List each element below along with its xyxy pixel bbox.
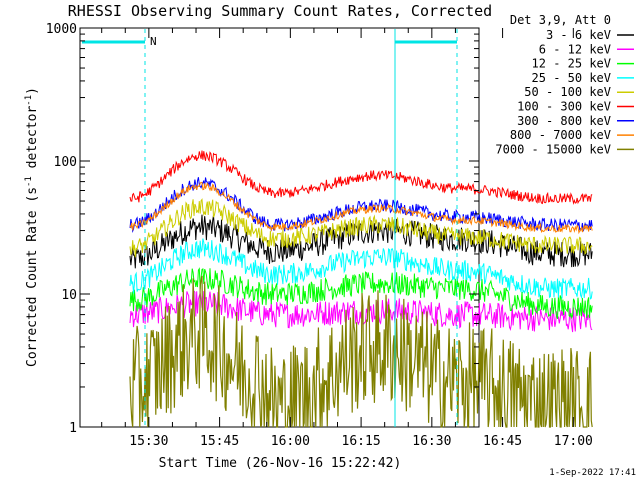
x-tick-label: 15:45 [200, 434, 239, 449]
footer-timestamp: 1-Sep-2022 17:41 [549, 468, 636, 478]
night-marker-label: N [150, 35, 157, 48]
plot-frame [79, 27, 480, 428]
series-line-7 [129, 177, 593, 233]
x-axis-label: Start Time (26-Nov-16 15:22:42) [159, 456, 402, 471]
axes-layer: 1 10 100 1000 15:30 15:45 16:00 16:15 16:30 16:45… [46, 22, 593, 449]
legend-label-1: 3 - 6 keV [546, 28, 611, 42]
x-tick-label: 16:45 [483, 434, 522, 449]
series-layer [129, 150, 593, 428]
series-line-2 [129, 289, 593, 333]
legend-label-2: 6 - 12 keV [539, 42, 611, 56]
legend-label-8: 800 - 7000 keV [510, 128, 611, 142]
legend-title: Det 3,9, Att 0 [510, 13, 611, 27]
annotation-layer: N [82, 29, 458, 427]
legend-label-4: 25 - 50 keV [532, 71, 611, 85]
series-line-5 [129, 198, 593, 258]
x-tick-label: 17:00 [554, 434, 593, 449]
x-tick-label: 15:30 [129, 434, 168, 449]
x-tick-label: 16:30 [412, 434, 451, 449]
y-axis-label-part3: ) [25, 87, 40, 95]
legend-label-7: 300 - 800 keV [517, 114, 611, 128]
y-tick-label: 1 [69, 421, 77, 436]
series-line-9 [129, 275, 593, 428]
x-tick-label: 16:00 [271, 434, 310, 449]
y-tick-label: 10 [61, 288, 77, 303]
legend-label-6: 100 - 300 keV [517, 100, 611, 114]
legend-label-5: 50 - 100 keV [524, 85, 611, 99]
y-tick-label: 100 [54, 155, 77, 170]
y-axis-label: Corrected Count Rate (s-1 detector-1) [24, 87, 40, 367]
y-tick-label: 1000 [46, 22, 77, 37]
y-axis-label-sup1: -1 [24, 176, 34, 187]
legend-label-9: 7000 - 15000 keV [495, 142, 611, 156]
y-axis-label-sup2: -1 [24, 95, 34, 106]
y-axis-label-part1: Corrected Count Rate (s [25, 187, 40, 367]
chart-title: RHESSI Observing Summary Count Rates, Co… [68, 2, 492, 20]
x-tick-label: 16:15 [342, 434, 381, 449]
series-line-4 [129, 238, 593, 300]
legend-label-3: 12 - 25 keV [532, 57, 611, 71]
series-line-3 [129, 267, 593, 320]
series-line-1 [129, 214, 593, 269]
series-line-8 [129, 181, 593, 235]
y-axis-label-part2: detector [25, 106, 40, 177]
series-line-6 [129, 150, 593, 206]
